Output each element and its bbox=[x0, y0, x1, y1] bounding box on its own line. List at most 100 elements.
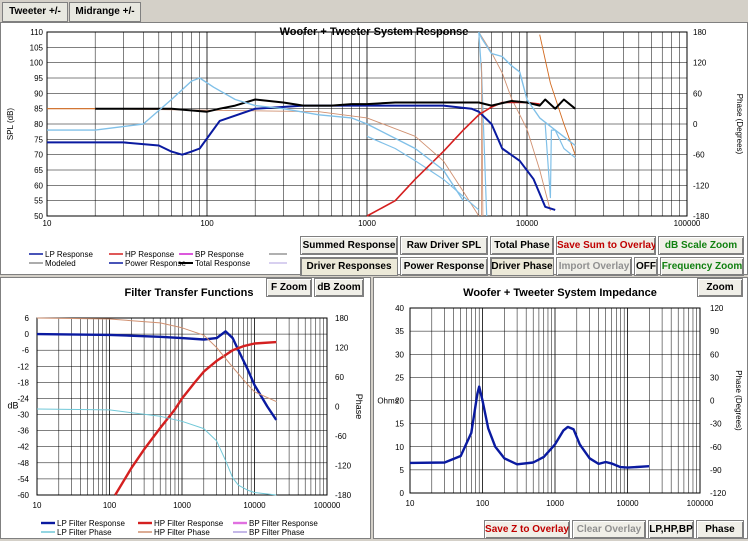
filter-y2-tick-label: 120 bbox=[335, 344, 349, 353]
filter-x-tick-label: 10 bbox=[33, 501, 42, 510]
imp-y-tick-label: 20 bbox=[395, 397, 404, 406]
filter-y-tick-label: -42 bbox=[17, 443, 29, 452]
series-raw-woofer bbox=[47, 77, 464, 202]
total-phase-button[interactable]: Total Phase bbox=[490, 236, 554, 255]
filter-f-zoom-button[interactable]: F Zoom bbox=[266, 278, 312, 297]
filter-y-tick-label: -6 bbox=[22, 346, 30, 355]
imp-y-tick-label: 40 bbox=[395, 304, 404, 313]
filter-plot-frame bbox=[36, 317, 328, 496]
top-y2-tick-label: 120 bbox=[693, 59, 707, 68]
filter-y2-tick-label: -180 bbox=[335, 491, 352, 500]
imp-y-axis-label: Ohms bbox=[377, 397, 398, 406]
imp-y-tick-label: 35 bbox=[395, 327, 404, 336]
tab-tweeter[interactable]: Tweeter +/- bbox=[2, 2, 68, 22]
imp-y-tick-label: 30 bbox=[395, 350, 404, 359]
imp-x-tick-label: 1000 bbox=[546, 499, 564, 508]
tab-midrange[interactable]: Midrange +/- bbox=[69, 2, 141, 22]
impedance-title: Woofer + Tweeter System Impedance bbox=[463, 287, 657, 299]
power-response-spike bbox=[481, 62, 484, 217]
series-hp-filter-response bbox=[114, 340, 277, 496]
filter-db-zoom-button[interactable]: dB Zoom bbox=[314, 278, 364, 297]
series-lp-response bbox=[47, 104, 556, 211]
series-lp-filter-phase bbox=[36, 408, 277, 496]
imp-x-tick-label: 100 bbox=[476, 499, 490, 508]
top-y-tick-label: 75 bbox=[34, 135, 43, 144]
filter-y-tick-label: -36 bbox=[17, 427, 29, 436]
series-raw-tweeter bbox=[478, 31, 576, 147]
legend-modeled-label: Modeled bbox=[45, 259, 76, 268]
power-response-button[interactable]: Power Response bbox=[400, 257, 488, 276]
system-response-chart: Woofer + Tweeter System Response11010510… bbox=[6, 26, 744, 268]
series-lp-filter-response bbox=[36, 330, 278, 421]
legend-hp-filter-label: HP Filter Response bbox=[154, 519, 224, 528]
filter-x-tick-label: 1000 bbox=[173, 501, 191, 510]
impedance-zoom-button[interactable]: Zoom bbox=[697, 278, 743, 297]
filter-x-tick-label: 100 bbox=[103, 501, 117, 510]
summed-response-button[interactable]: Summed Response bbox=[300, 236, 398, 255]
filter-y2-tick-label: 0 bbox=[335, 403, 340, 412]
top-x-tick-label: 10000 bbox=[516, 219, 539, 228]
top-y2-tick-label: 180 bbox=[693, 28, 707, 37]
overlay-off-button[interactable]: OFF bbox=[634, 257, 658, 276]
imp-y2-tick-label: 0 bbox=[710, 397, 715, 406]
top-y-tick-label: 50 bbox=[34, 212, 43, 221]
series-hp-response bbox=[366, 101, 540, 217]
imp-y-tick-label: 0 bbox=[400, 489, 405, 498]
save-sum-to-overlay-button[interactable]: Save Sum to Overlay bbox=[556, 236, 656, 255]
top-y2-axis-label: Phase (Degrees) bbox=[735, 94, 744, 155]
driver-phase-button[interactable]: Driver Phase bbox=[490, 257, 554, 276]
tweeter-top-curve bbox=[544, 123, 576, 199]
top-y-tick-label: 95 bbox=[34, 74, 43, 83]
top-y-tick-label: 90 bbox=[34, 89, 43, 98]
filter-y2-tick-label: 60 bbox=[335, 373, 344, 382]
imp-y2-tick-label: 90 bbox=[710, 327, 719, 336]
legend-lp-filter-label: LP Filter Response bbox=[57, 519, 125, 528]
filter-x-tick-label: 100000 bbox=[314, 501, 341, 510]
legend-total-label: Total Response bbox=[195, 259, 251, 268]
legend-bp-filter-label: BP Filter Response bbox=[249, 519, 318, 528]
imp-y2-tick-label: -60 bbox=[710, 443, 722, 452]
legend-hp-label: HP Response bbox=[125, 250, 175, 259]
top-y-tick-label: 80 bbox=[34, 120, 43, 129]
imp-x-tick-label: 100000 bbox=[687, 499, 714, 508]
imp-x-tick-label: 10000 bbox=[616, 499, 639, 508]
filter-y-tick-label: 6 bbox=[25, 314, 30, 323]
filter-y-tick-label: -30 bbox=[17, 411, 29, 420]
frequency-zoom-button[interactable]: Frequency Zoom bbox=[660, 257, 744, 276]
power-response-curve bbox=[95, 108, 480, 217]
imp-y2-tick-label: -90 bbox=[710, 466, 722, 475]
imp-y2-tick-label: 30 bbox=[710, 373, 719, 382]
imp-x-tick-label: 10 bbox=[406, 499, 415, 508]
raw-driver-spl-button[interactable]: Raw Driver SPL bbox=[400, 236, 488, 255]
filter-x-tick-label: 10000 bbox=[243, 501, 266, 510]
top-y2-tick-label: 0 bbox=[693, 120, 698, 129]
filter-y-tick-label: -54 bbox=[17, 475, 29, 484]
series-total-response bbox=[95, 98, 576, 113]
impedance-phase-button[interactable]: Phase bbox=[696, 520, 744, 539]
filter-y-tick-label: -24 bbox=[17, 394, 29, 403]
db-scale-zoom-button[interactable]: dB Scale Zoom bbox=[658, 236, 744, 255]
filter-y-axis-label: dB bbox=[7, 401, 18, 411]
save-z-to-overlay-button[interactable]: Save Z to Overlay bbox=[484, 520, 570, 539]
legend-bp-label: BP Response bbox=[195, 250, 244, 259]
series-hp-filter-phase bbox=[36, 317, 277, 403]
filter-y2-tick-label: 180 bbox=[335, 314, 349, 323]
legend-lp-phase-label: LP Filter Phase bbox=[57, 528, 112, 537]
imp-y2-tick-label: -30 bbox=[710, 420, 722, 429]
filter-y-tick-label: -60 bbox=[17, 491, 29, 500]
system-response-panel: Woofer + Tweeter System Response 110 105 10… bbox=[0, 22, 748, 275]
imp-y-tick-label: 10 bbox=[395, 443, 404, 452]
import-overlay-button[interactable]: Import Overlay bbox=[556, 257, 632, 276]
top-y-tick-label: 105 bbox=[30, 43, 44, 52]
legend-lp-label: LP Response bbox=[45, 250, 93, 259]
impedance-chart: Woofer + Tweeter System Impedance 40 35 30 2… bbox=[377, 287, 743, 508]
top-y-tick-label: 60 bbox=[34, 181, 43, 190]
filter-y-tick-label: -12 bbox=[17, 362, 29, 371]
legend-hp-phase-label: HP Filter Phase bbox=[154, 528, 210, 537]
top-x-tick-label: 10 bbox=[43, 219, 52, 228]
lp-hp-bp-button[interactable]: LP,HP,BP bbox=[648, 520, 694, 539]
top-y-tick-label: 65 bbox=[34, 166, 43, 175]
driver-responses-button[interactable]: Driver Responses bbox=[300, 257, 398, 276]
imp-y-tick-label: 15 bbox=[395, 420, 404, 429]
clear-overlay-button[interactable]: Clear Overlay bbox=[572, 520, 646, 539]
